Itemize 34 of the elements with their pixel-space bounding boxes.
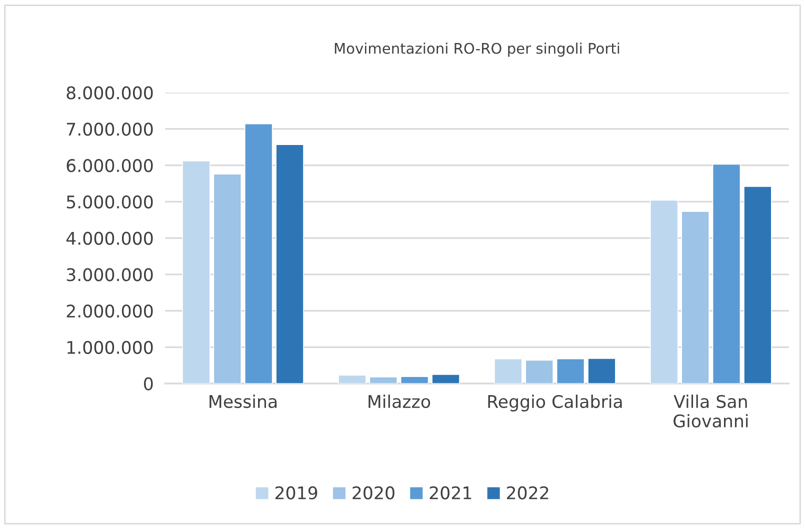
y-tick-label: 1.000.000 — [67, 340, 153, 354]
y-tick-label: 4.000.000 — [66, 232, 153, 245]
y-tick-label: 2.000.000 — [66, 304, 153, 318]
bar — [182, 160, 210, 384]
bar — [494, 358, 522, 384]
y-tick-label: 5.000.000 — [66, 195, 153, 209]
bar — [213, 174, 242, 384]
bar — [681, 211, 710, 384]
x-tick-label: Reggio Calabria — [488, 394, 622, 412]
bar — [276, 144, 304, 384]
legend-label: 2022 — [506, 486, 548, 500]
y-tick-label: 3.000.000 — [66, 268, 153, 282]
bar — [432, 374, 460, 384]
x-tick-label: Messina — [210, 394, 277, 408]
bar — [588, 358, 616, 384]
bar — [369, 376, 398, 384]
bar — [244, 123, 273, 384]
bar — [338, 374, 366, 384]
legend-label: 2019 — [275, 486, 318, 500]
bar — [525, 360, 554, 384]
y-tick-label: 0 — [144, 377, 153, 390]
y-tick-label: 7.000.000 — [66, 122, 153, 136]
bar — [400, 376, 429, 384]
chart-title: Movimentazioni RO-RO per singoli Porti — [334, 42, 620, 57]
legend-label: 2021 — [430, 486, 472, 500]
bar — [556, 358, 585, 384]
legend-label: 2020 — [352, 486, 394, 500]
bar — [650, 200, 678, 384]
y-tick-label: 6.000.000 — [66, 159, 153, 172]
y-tick-label: 8.000.000 — [66, 86, 153, 100]
bar — [744, 186, 772, 384]
x-tick-label: Villa San Giovanni — [674, 394, 748, 428]
x-tick-label: Milazzo — [368, 394, 430, 408]
bar — [712, 164, 741, 384]
